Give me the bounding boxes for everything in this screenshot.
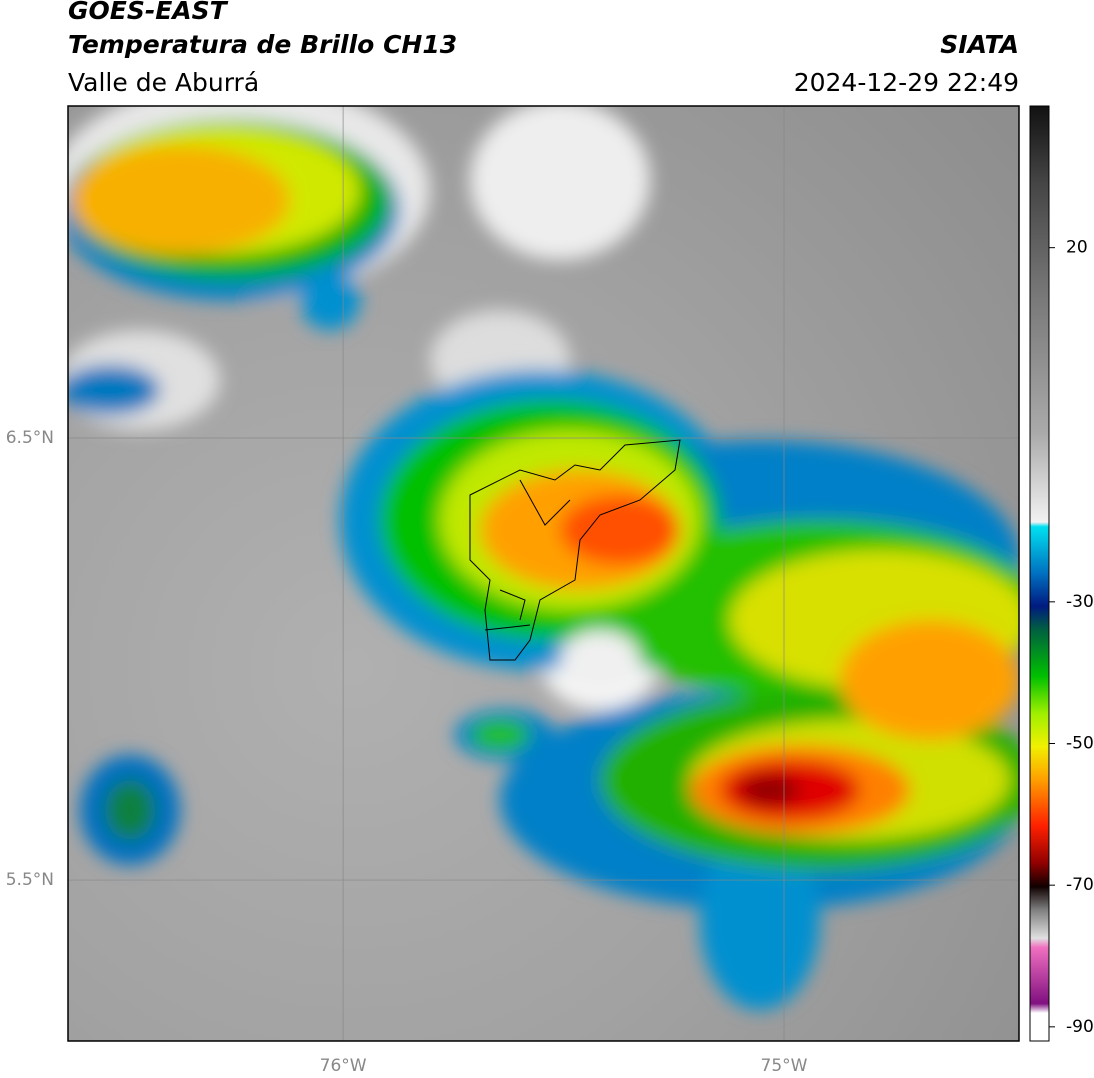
cloud [700, 830, 820, 1010]
cloud [560, 630, 640, 690]
cloud [68, 365, 160, 415]
grid [68, 106, 1019, 1041]
x-tick-label: 76°W [320, 1056, 367, 1076]
cloud [740, 775, 800, 805]
colorbar-tick-label: -50 [1066, 734, 1094, 754]
cloud-field [68, 106, 1019, 1010]
cloud [105, 780, 155, 840]
cloud [560, 495, 680, 565]
cloud [470, 720, 530, 750]
colorbar-tick-label: -30 [1066, 592, 1094, 612]
cloud [70, 145, 290, 255]
title: GOES-EAST [68, 0, 229, 25]
cloud [300, 270, 360, 330]
y-tick-label: 6.5°N [6, 428, 54, 448]
x-tick-label: 75°W [761, 1056, 808, 1076]
subtitle: Temperatura de Brillo CH13 [68, 30, 457, 59]
satellite-image [68, 106, 1019, 1041]
colorbar [1029, 105, 1050, 1042]
colorbar-tick-label: -90 [1066, 1017, 1094, 1037]
y-tick-label: 5.5°N [6, 870, 54, 890]
municipal-borders [469, 439, 681, 661]
map-frame [67, 105, 1020, 1042]
cloud [840, 620, 1019, 740]
cloud [470, 106, 650, 260]
colorbar-tick-label: -70 [1066, 875, 1094, 895]
datetime: 2024-12-29 22:49 [794, 68, 1019, 97]
region: Valle de Aburrá [68, 68, 259, 97]
source: SIATA [940, 30, 1019, 59]
colorbar-tick-label: 20 [1066, 238, 1088, 258]
